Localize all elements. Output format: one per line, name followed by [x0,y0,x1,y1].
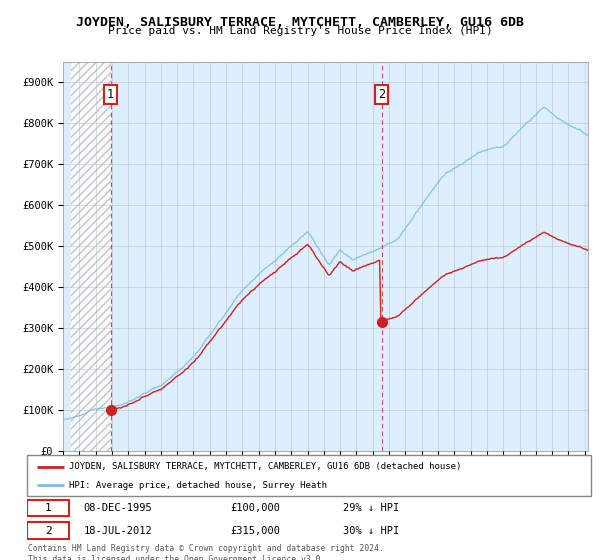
Text: Contains HM Land Registry data © Crown copyright and database right 2024.
This d: Contains HM Land Registry data © Crown c… [28,544,384,560]
Text: 30% ↓ HPI: 30% ↓ HPI [343,526,399,535]
Text: 2: 2 [378,88,385,101]
Text: JOYDEN, SALISBURY TERRACE, MYTCHETT, CAMBERLEY, GU16 6DB (detached house): JOYDEN, SALISBURY TERRACE, MYTCHETT, CAM… [70,462,461,471]
FancyBboxPatch shape [27,500,70,516]
Text: £315,000: £315,000 [230,526,280,535]
Text: 1: 1 [107,88,114,101]
Text: 29% ↓ HPI: 29% ↓ HPI [343,503,399,513]
Text: £100,000: £100,000 [230,503,280,513]
Text: 18-JUL-2012: 18-JUL-2012 [83,526,152,535]
Text: 08-DEC-1995: 08-DEC-1995 [83,503,152,513]
Text: Price paid vs. HM Land Registry's House Price Index (HPI): Price paid vs. HM Land Registry's House … [107,26,493,36]
FancyBboxPatch shape [27,522,70,539]
Text: 2: 2 [45,526,52,535]
Text: JOYDEN, SALISBURY TERRACE, MYTCHETT, CAMBERLEY, GU16 6DB: JOYDEN, SALISBURY TERRACE, MYTCHETT, CAM… [76,16,524,29]
Text: 1: 1 [45,503,52,513]
Text: HPI: Average price, detached house, Surrey Heath: HPI: Average price, detached house, Surr… [70,480,328,489]
